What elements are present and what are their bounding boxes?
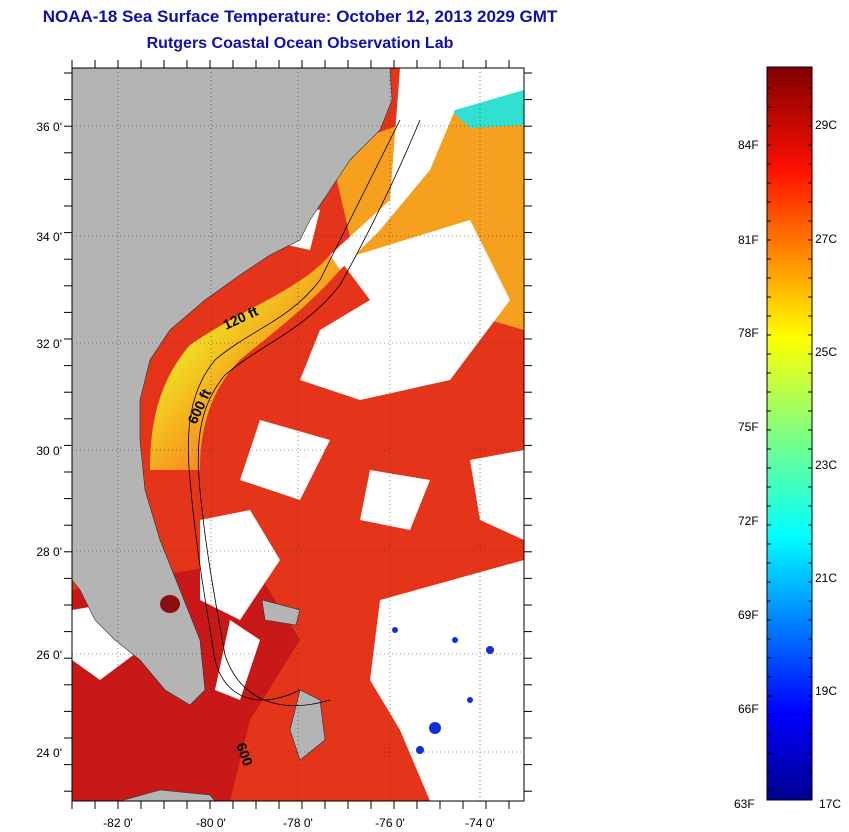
graticule — [72, 68, 524, 801]
colorbar-c-label: 27C — [815, 232, 837, 246]
latitude-labels: 36 0' 34 0' 32 0' 30 0' 28 0' 26 0' 24 0… — [36, 120, 62, 760]
map-frame — [71, 67, 525, 802]
colorbar-c-label: 29C — [815, 118, 837, 132]
lat-label: 32 0' — [36, 337, 62, 351]
contour-label-600: 600 — [233, 741, 256, 769]
colorbar-ticks — [767, 87, 812, 792]
colorbar-c-label: 21C — [815, 571, 837, 585]
lat-label: 28 0' — [36, 545, 62, 559]
colorbar-f-label: 81F — [738, 233, 759, 247]
colorbar-f-label: 63F — [734, 797, 755, 811]
colorbar-f-label: 72F — [738, 514, 759, 528]
celsius-labels: 29C 27C 25C 23C 21C 19C 17C — [815, 118, 841, 811]
chart-subtitle: Rutgers Coastal Ocean Observation Lab — [146, 35, 454, 52]
colorbar — [766, 66, 813, 801]
lat-label: 34 0' — [36, 230, 62, 244]
axis-ticks — [64, 60, 532, 809]
lake-okeechobee — [160, 595, 180, 613]
lon-label: -76 0' — [375, 816, 405, 830]
colorbar-c-label: 23C — [815, 458, 837, 472]
lat-label: 30 0' — [36, 444, 62, 458]
land-islands — [119, 599, 326, 801]
chart-title: NOAA-18 Sea Surface Temperature: October… — [42, 7, 558, 26]
coastal-cool-water — [150, 255, 340, 470]
lat-label: 36 0' — [36, 120, 62, 134]
lon-label: -74 0' — [465, 816, 495, 830]
contour-120ft — [187, 119, 401, 701]
colorbar-f-label: 69F — [738, 608, 759, 622]
colorbar-f-label: 66F — [738, 702, 759, 716]
colorbar-f-label: 78F — [738, 326, 759, 340]
cold-speckles — [392, 627, 494, 754]
colorbar-c-label: 19C — [815, 684, 837, 698]
fahrenheit-labels: 84F 81F 78F 75F 72F 69F 66F 63F — [734, 138, 759, 811]
colorbar-f-label: 84F — [738, 138, 759, 152]
colorbar-f-label: 75F — [738, 420, 759, 434]
lon-label: -82 0' — [103, 816, 133, 830]
colorbar-c-label: 25C — [815, 345, 837, 359]
sst-map: 120 ft 600 ft 600 — [72, 68, 524, 801]
colorbar-c-label: 17C — [819, 797, 841, 811]
lon-label: -78 0' — [283, 816, 313, 830]
land-southeast-us — [72, 68, 393, 706]
lon-label: -80 0' — [196, 816, 226, 830]
lat-label: 24 0' — [36, 746, 62, 760]
lat-label: 26 0' — [36, 648, 62, 662]
longitude-labels: -82 0' -80 0' -78 0' -76 0' -74 0' — [103, 816, 495, 830]
contour-600ft — [197, 119, 421, 707]
